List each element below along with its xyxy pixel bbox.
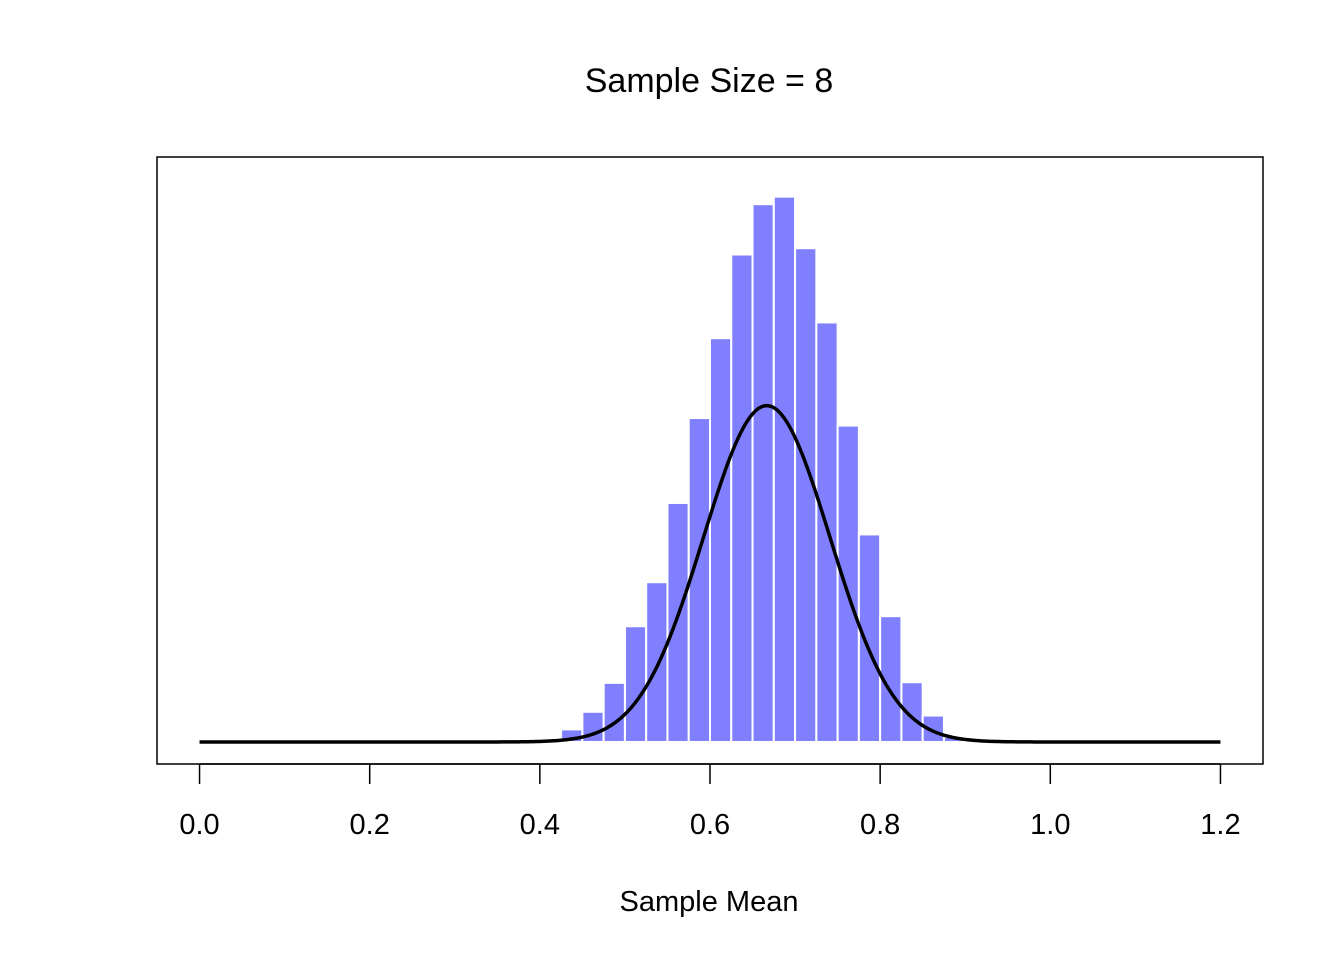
histogram-bar — [857, 533, 882, 743]
x-tick-label: 0.0 — [179, 809, 219, 841]
x-tick-label: 1.0 — [1030, 809, 1070, 841]
histogram-bar — [794, 247, 818, 743]
histogram-bar — [709, 337, 733, 743]
histogram-bar — [666, 501, 690, 743]
histogram-bar — [900, 681, 924, 743]
x-tick-label: 0.8 — [860, 809, 900, 841]
chart-title: Sample Size = 8 — [585, 62, 834, 100]
histogram-bar — [687, 417, 712, 743]
histogram-bar — [645, 581, 669, 743]
histogram-bar — [921, 714, 945, 743]
histogram-bars — [560, 195, 967, 743]
histogram-bar — [602, 681, 626, 743]
x-tick-label: 0.6 — [690, 809, 730, 841]
histogram-bar — [772, 195, 797, 743]
x-axis: 0.0 0.2 0.4 0.6 0.8 1.0 1.2 — [179, 763, 1241, 841]
x-tick-label: 0.2 — [350, 809, 390, 841]
histogram-bar — [623, 625, 648, 743]
histogram-bar — [751, 203, 775, 743]
normal-density-curve — [199, 403, 1221, 744]
histogram-bar — [836, 424, 860, 743]
histogram-bar — [730, 253, 754, 743]
x-tick-label: 0.4 — [520, 809, 560, 841]
x-axis-label: Sample Mean — [620, 886, 799, 918]
x-tick-label: 1.2 — [1200, 809, 1240, 841]
histogram-bar — [879, 615, 903, 743]
